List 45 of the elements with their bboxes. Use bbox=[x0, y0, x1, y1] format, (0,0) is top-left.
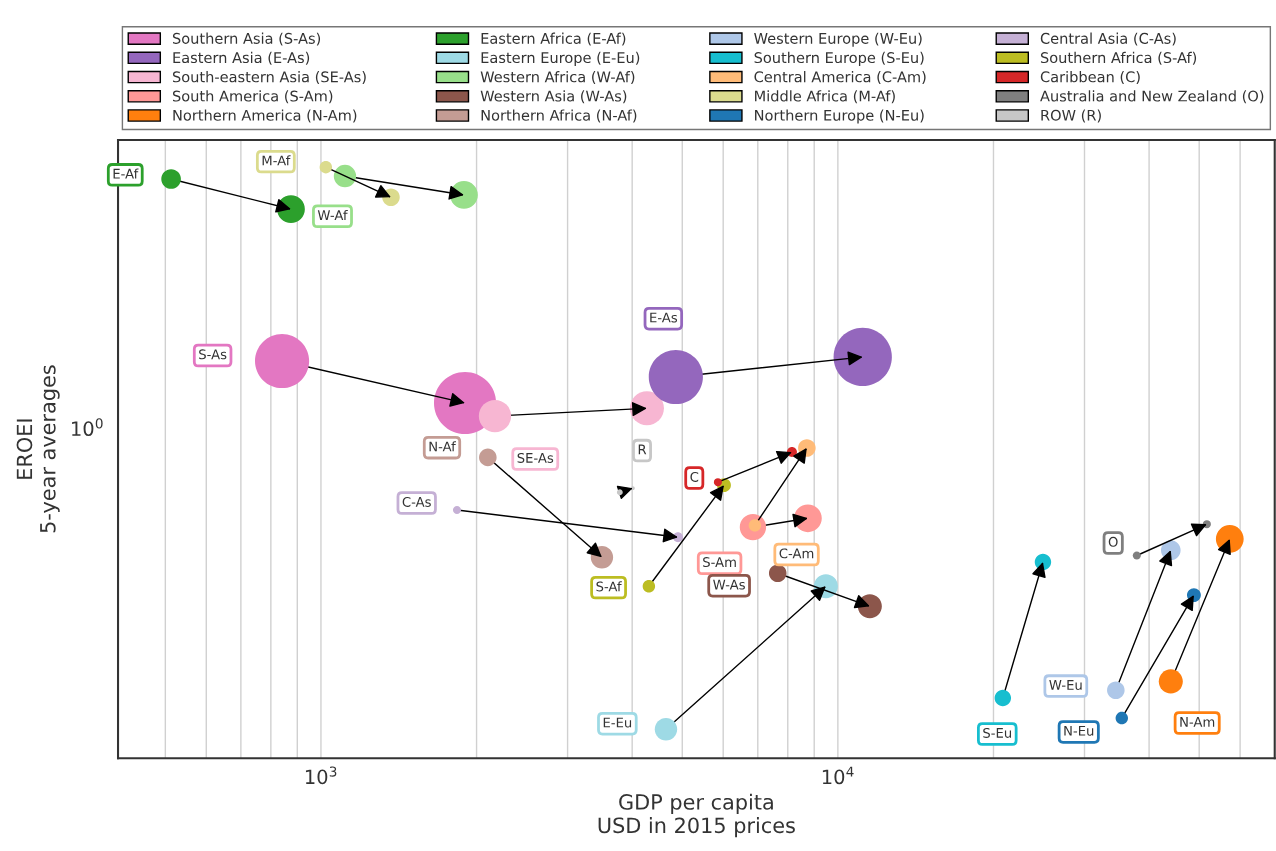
annotation: SE-As bbox=[517, 452, 554, 463]
legend-label: Central America (C-Am) bbox=[754, 71, 926, 85]
legend-label: Northern America (N-Am) bbox=[173, 109, 357, 123]
legend-label: Western Africa (W-Af) bbox=[480, 71, 635, 85]
x-axis-title: GDP per capita USD in 2015 prices bbox=[598, 793, 795, 838]
legend-label: Eastern Asia (E-As) bbox=[173, 51, 310, 65]
legend-label: Eastern Africa (E-Af) bbox=[481, 32, 626, 46]
legend-label: Southern Africa (S-Af) bbox=[1040, 51, 1197, 65]
legend-label: Northern Europe (N-Eu) bbox=[755, 109, 924, 124]
annotation: W-Af bbox=[317, 209, 348, 220]
text: 10$^{0}$ bbox=[72, 418, 103, 437]
legend-label: Southern Europe (S-Eu) bbox=[754, 51, 924, 66]
annotation: C-Am bbox=[779, 548, 814, 559]
annotation: S-Af bbox=[596, 581, 622, 592]
annotation: C bbox=[690, 471, 699, 482]
legend-label: Caribbean (C) bbox=[1040, 71, 1140, 85]
annotation: N-Af bbox=[429, 441, 457, 452]
x-tick-label: 10$^{4}$ bbox=[822, 766, 854, 785]
text: M-Af bbox=[262, 155, 291, 166]
annotation: N-Am bbox=[1180, 717, 1215, 727]
legend-label: Middle Africa (M-Af) bbox=[755, 90, 895, 104]
annotation: W-As bbox=[713, 579, 745, 590]
annotation: S-Am bbox=[703, 557, 736, 568]
legend-label: Australia and New Zealand (O) bbox=[1040, 90, 1264, 104]
legend-label: ROW (R) bbox=[1041, 109, 1101, 123]
legend-label: Southern Asia (S-As) bbox=[172, 32, 321, 46]
annotation: E-Eu bbox=[603, 717, 632, 728]
legend-label: Eastern Europe (E-Eu) bbox=[481, 51, 640, 66]
annotation: N-Eu bbox=[1064, 725, 1094, 736]
annotation: E-Af bbox=[113, 168, 139, 179]
legend-label: Central Asia (C-As) bbox=[1040, 32, 1176, 46]
annotation: E-As bbox=[650, 312, 678, 323]
legend-label: South America (S-Am) bbox=[172, 90, 333, 104]
annotation: W-Eu bbox=[1049, 680, 1082, 690]
annotation: R bbox=[638, 444, 647, 455]
legend-label: South-eastern Asia (SE-As) bbox=[172, 71, 366, 85]
annotation: C-As bbox=[402, 496, 431, 507]
legend-label: Western Asia (W-As) bbox=[480, 90, 627, 104]
legend-label: Northern Africa (N-Af) bbox=[481, 109, 637, 123]
legend-label: Western Europe (W-Eu) bbox=[754, 32, 922, 47]
y-axis-title: EROEI 5-year averages bbox=[16, 365, 60, 533]
annotation: S-Eu bbox=[983, 727, 1011, 738]
annotation: O bbox=[1108, 536, 1118, 547]
x-tick-label: 10$^{3}$ bbox=[305, 766, 337, 785]
annotation: S-As bbox=[199, 349, 227, 360]
